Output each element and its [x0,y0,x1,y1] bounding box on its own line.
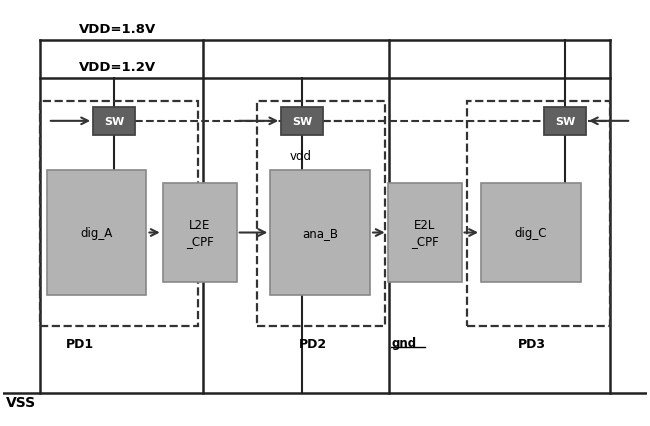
Bar [93,108,135,135]
Text: ana_B: ana_B [302,227,338,239]
Text: L2E
_CPF: L2E _CPF [186,219,214,248]
Text: VDD=1.2V: VDD=1.2V [79,61,156,74]
Text: dig_A: dig_A [81,227,112,239]
Text: SW: SW [292,117,312,127]
Text: SW: SW [555,117,575,127]
Bar [257,101,385,326]
Text: PD3: PD3 [518,337,547,350]
Text: vdd: vdd [289,150,311,163]
Text: VDD=1.8V: VDD=1.8V [79,23,156,35]
Text: PD2: PD2 [299,337,328,350]
Bar [270,171,370,295]
Bar [467,101,610,326]
Bar [387,184,462,282]
Text: E2L
_CPF: E2L _CPF [411,219,439,248]
Text: SW: SW [104,117,124,127]
Bar [47,171,146,295]
Bar [544,108,586,135]
Text: VSS: VSS [6,395,36,409]
Bar [281,108,323,135]
Text: PD1: PD1 [66,337,94,350]
Text: dig_C: dig_C [515,227,547,239]
Text: gnd: gnd [391,336,417,349]
Bar [40,101,198,326]
Bar [481,184,581,282]
Bar [162,184,237,282]
